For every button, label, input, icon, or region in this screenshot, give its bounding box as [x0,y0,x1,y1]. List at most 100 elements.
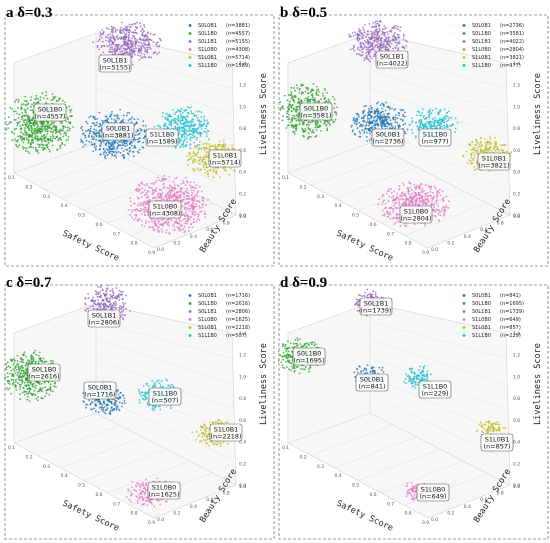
scatter-point [142,45,145,48]
scatter-point [138,51,141,54]
scatter-point [125,43,128,46]
scatter-point [122,144,125,147]
scatter-point [190,124,193,127]
y-tick-label: 0.6 [480,227,487,233]
scatter-point [37,143,39,146]
scatter-point [160,218,163,221]
scatter-point [176,226,179,229]
scatter-point [168,224,171,227]
scatter-point [159,193,162,196]
scatter-point [183,203,186,206]
scatter-point [186,134,189,137]
scatter-point [94,132,96,135]
scatter-point [394,119,397,121]
scatter-point [21,132,24,135]
z-tick-label: 0.4 [513,170,520,176]
legend-label: S0L1B0 [198,31,217,37]
scatter-point [133,118,136,121]
scatter-point [186,159,189,162]
scatter-point [126,25,129,28]
scatter-point [121,44,123,47]
scatter-point [385,26,387,29]
scatter-point [355,122,358,125]
scatter-point [386,48,388,51]
scatter-point [180,199,183,202]
scatter-point [25,150,27,152]
scatter-point [304,97,307,100]
scatter-point [361,42,364,45]
scatter-point [335,113,338,116]
scatter-point [186,222,188,225]
scatter-point [482,150,485,153]
scatter-point [206,123,208,125]
scatter-point [165,195,168,198]
scatter-point [50,128,53,130]
scatter-point [179,113,182,115]
scatter-point [398,40,401,43]
cluster-count: (n=3881) [102,132,133,140]
scatter-point [176,190,179,193]
legend-count: (n=5714) [226,55,250,61]
scatter-point [153,125,156,128]
scatter-point [433,124,436,127]
scatter-point [205,156,208,159]
scatter-point [184,190,187,193]
scatter-point [190,216,193,219]
scatter-point [22,148,25,150]
legend-label: S1L0B0 [198,47,217,53]
scatter-point [127,37,130,39]
scatter-point [362,33,364,36]
scatter-point [136,219,139,222]
scatter-point [104,115,107,118]
scatter-point [371,42,374,45]
scatter-point [191,134,194,137]
scatter-point [89,127,92,130]
scatter-point [93,116,96,118]
scatter-point [164,194,167,196]
scatter-point [153,191,156,194]
scatter-point [356,39,359,41]
scatter-point [387,105,390,108]
legend-label: S0L1B1 [198,39,217,45]
scatter-point [480,143,483,146]
scatter-point [203,115,206,118]
scatter-point [323,98,326,100]
scatter-point [180,183,182,185]
scatter-point [202,166,205,169]
scatter-point [426,197,429,200]
scatter-point [432,209,435,212]
scatter-point [178,141,181,144]
scatter-point [373,33,375,36]
scatter-point [361,53,364,56]
scatter-point [172,109,175,111]
scatter-point [29,105,32,108]
scatter-point [418,120,420,123]
scatter-point [286,106,289,109]
scatter-point [295,113,298,116]
scatter-point [297,102,299,104]
scatter-point [119,108,122,111]
scatter-point [112,26,115,29]
scatter-point [203,168,206,171]
scatter-point [373,112,376,115]
scatter-point [374,50,377,53]
scatter-point [135,122,138,124]
scatter-point [478,143,480,146]
scatter-point [117,45,119,48]
scatter-point [360,117,363,120]
scatter-point [59,145,61,148]
scatter-point [286,99,289,102]
scatter-point [188,129,191,132]
scatter-point [369,112,372,114]
scatter-point [378,29,381,32]
scatter-point [326,129,329,132]
scatter-point [365,46,368,49]
scatter-point [187,158,190,161]
scatter-point [175,118,177,120]
scatter-point [505,150,508,153]
scatter-point [124,142,127,145]
scatter-point [148,221,151,224]
scatter-point [373,119,376,122]
scatter-point [389,217,392,220]
